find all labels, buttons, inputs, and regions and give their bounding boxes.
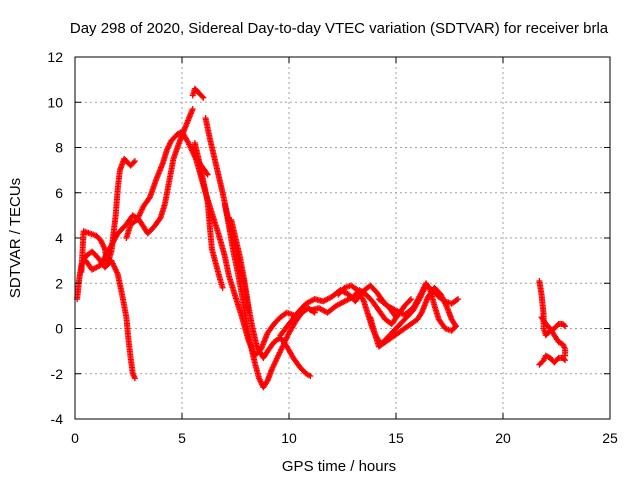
y-tick-label: 8: [55, 140, 63, 156]
x-tick-label: 0: [71, 430, 79, 446]
data-point: [453, 296, 460, 303]
data-point: [407, 296, 414, 303]
y-tick-label: 6: [55, 185, 63, 201]
data-point: [451, 324, 458, 331]
x-tick-labels: 0 5 10 15 20 25: [71, 430, 618, 446]
data-point: [189, 106, 196, 113]
data-point: [199, 93, 206, 100]
y-tick-label: -4: [51, 411, 64, 427]
data-point: [204, 171, 211, 178]
data-point: [219, 284, 226, 291]
data-point: [130, 159, 137, 166]
y-tick-label: 0: [55, 321, 63, 337]
data-point: [131, 158, 138, 165]
data-layer: [74, 85, 569, 391]
x-tick-label: 25: [602, 430, 618, 446]
data-point: [200, 94, 207, 101]
y-tick-label: 12: [47, 49, 63, 65]
data-point: [131, 375, 138, 382]
data-point: [560, 322, 567, 329]
grid: [75, 57, 610, 419]
y-tick-labels: -4 -2 0 2 4 6 8 10 12: [47, 49, 63, 427]
data-point: [307, 373, 314, 380]
data-point: [452, 323, 459, 330]
y-axis-label: SDTVAR / TECUs: [7, 178, 24, 298]
data-point: [455, 296, 462, 303]
data-point: [203, 170, 210, 177]
x-axis-label: GPS time / hours: [282, 458, 396, 475]
y-tick-label: 10: [47, 94, 63, 110]
tick-marks: [74, 56, 611, 420]
chart-title: Day 298 of 2020, Sidereal Day-to-day VTE…: [70, 20, 609, 37]
y-tick-label: 4: [55, 230, 63, 246]
x-tick-label: 5: [178, 430, 186, 446]
y-tick-label: -2: [51, 366, 64, 382]
x-tick-label: 15: [388, 430, 404, 446]
data-point: [406, 297, 413, 304]
y-tick-label: 2: [55, 275, 63, 291]
data-point: [562, 323, 569, 330]
x-tick-label: 20: [495, 430, 511, 446]
data-point: [562, 352, 569, 359]
data-point: [560, 356, 567, 363]
x-tick-label: 10: [281, 430, 297, 446]
